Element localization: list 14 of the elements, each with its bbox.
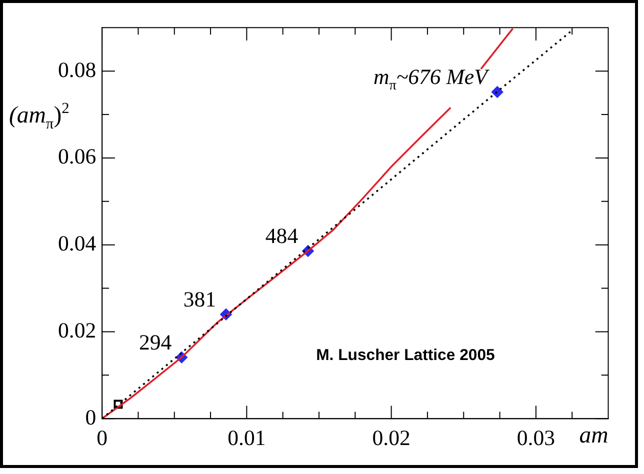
annotation: M. Luscher Lattice 2005 <box>316 346 496 364</box>
annotation: 294 <box>139 330 172 354</box>
y-tick-label: 0.08 <box>58 58 96 82</box>
annotation: 484 <box>265 224 298 248</box>
x-tick-label: 0.02 <box>372 426 410 450</box>
point <box>491 86 504 98</box>
annotation: 381 <box>183 287 216 312</box>
x-axis-title: am <box>579 422 608 448</box>
x-tick-label: 0.01 <box>228 426 266 450</box>
y-tick-label: 0.04 <box>58 232 96 256</box>
y-tick-label: 0.02 <box>58 318 96 342</box>
y-tick-label: 0.06 <box>58 144 96 169</box>
x-tick-label: 0.03 <box>516 426 556 450</box>
y-tick-label: 0 <box>85 405 96 430</box>
